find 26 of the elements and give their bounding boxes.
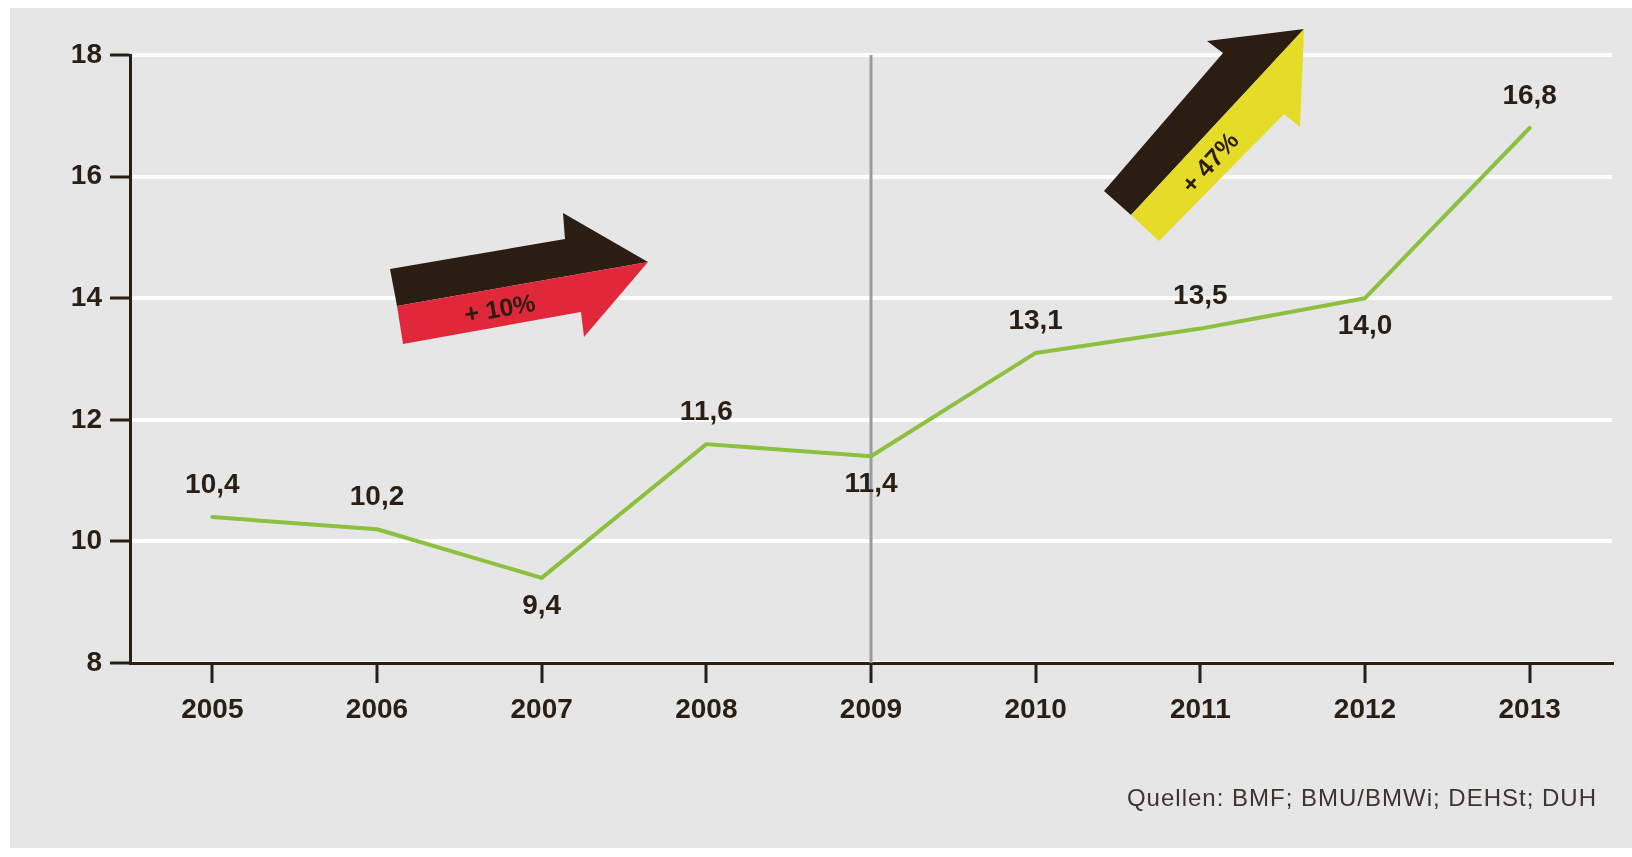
x-tick-label: 2007 [510, 692, 573, 724]
y-tick-label: 16 [70, 159, 102, 191]
x-tick-label: 2006 [345, 692, 409, 724]
x-tick-label: 2013 [1498, 692, 1561, 724]
y-tick-label: 18 [70, 37, 102, 69]
data-label: 10,2 [349, 479, 405, 511]
data-label: 16,8 [1502, 78, 1557, 110]
data-label: 11,6 [679, 394, 733, 426]
y-tick-label: 8 [86, 645, 102, 677]
data-label: 14,0 [1337, 308, 1393, 340]
x-tick-label: 2009 [839, 692, 903, 724]
x-tick-label: 2010 [1004, 692, 1067, 724]
x-tick-label: 2005 [181, 692, 244, 724]
source-note: Quellen: BMF; BMU/BMWi; DEHSt; DUH [1126, 784, 1597, 812]
data-label: 10,4 [185, 467, 241, 499]
x-tick-label: 2012 [1333, 692, 1397, 724]
data-label: 13,5 [1173, 279, 1228, 311]
data-label: 11,4 [844, 467, 898, 498]
data-label: 13,1 [1008, 303, 1063, 335]
annotation: + 10% [462, 287, 538, 329]
y-tick-label: 10 [70, 524, 102, 556]
x-tick-label: 2008 [675, 692, 738, 724]
x-tick-label: 2011 [1169, 692, 1231, 724]
y-tick-label: 12 [70, 402, 102, 434]
data-label: 9,4 [522, 588, 562, 620]
y-tick-label: 14 [70, 280, 103, 312]
